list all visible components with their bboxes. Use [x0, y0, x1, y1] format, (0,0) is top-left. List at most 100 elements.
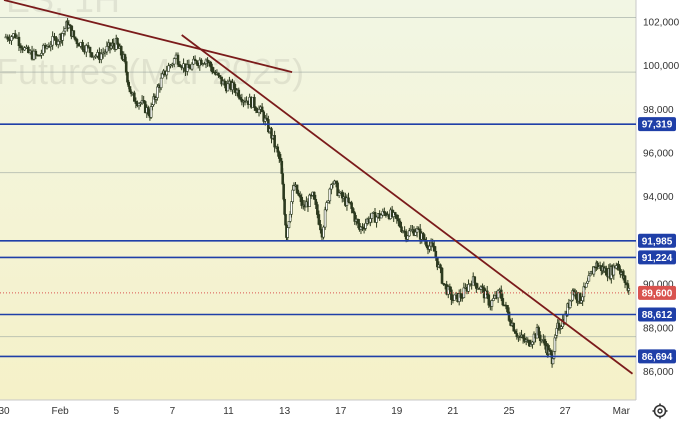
candle-body [319, 224, 322, 231]
price-tick-label: 86,000 [643, 367, 674, 378]
candle-body [192, 58, 195, 65]
candle-body [432, 245, 436, 252]
time-axis-background [0, 400, 680, 422]
candle-body [262, 111, 266, 122]
plot-background [0, 0, 636, 400]
candle-body [512, 322, 516, 332]
candle-body [581, 296, 584, 302]
candle-body [260, 106, 264, 113]
candle-body [586, 280, 589, 284]
candle-body [187, 64, 191, 69]
candle-body [277, 151, 281, 159]
time-tick-label: 7 [170, 406, 176, 417]
candle-body [330, 184, 333, 190]
time-tick-label: 5 [113, 406, 119, 417]
candle-body [369, 218, 372, 223]
candle-body [300, 196, 304, 206]
candle-body [217, 72, 220, 76]
time-tick-label: 17 [335, 406, 347, 417]
candle-body [587, 275, 591, 282]
candle-body [287, 221, 291, 228]
level-badge-label: 91,985 [642, 236, 673, 247]
candle-body [490, 300, 494, 307]
candle-body [316, 204, 319, 215]
trendline[interactable] [181, 34, 634, 375]
candle-body [356, 218, 360, 224]
candle-body [85, 45, 88, 53]
candle-body [395, 214, 399, 220]
candle-body [400, 226, 403, 232]
candle-body [149, 106, 153, 118]
trendline[interactable] [3, 0, 293, 74]
candle-body [10, 36, 13, 41]
level-badge [638, 307, 676, 322]
candle-body [431, 242, 434, 247]
candle-body [273, 135, 276, 148]
candle-body [73, 36, 77, 40]
candle-body [283, 198, 286, 215]
candle-body [537, 327, 540, 336]
candle-body [172, 58, 176, 65]
candle-body [75, 39, 79, 45]
candle-body [101, 52, 105, 55]
candle-body [506, 305, 509, 313]
candle-body [496, 289, 500, 299]
candle-body [383, 210, 386, 214]
level-badge-label: 86,694 [642, 352, 673, 363]
candle-body [393, 212, 397, 216]
watermark-symbol: ES, 1H [6, 0, 120, 20]
candle-body [328, 188, 332, 202]
candle-body [237, 89, 241, 98]
candle-body [531, 341, 534, 345]
candle-body [322, 226, 325, 238]
candle-body [220, 76, 223, 85]
time-axis-labels: 30 Feb 5 7 11 13 17 19 21 25 27 Mar [0, 406, 631, 417]
candle-body [398, 220, 402, 228]
candle-body [314, 198, 318, 205]
candle-body [290, 201, 293, 215]
candle-body [298, 194, 302, 198]
candle-body [334, 180, 338, 184]
candle-body [295, 184, 299, 194]
time-tick-label: 25 [503, 406, 515, 417]
candle-body [415, 228, 419, 233]
candle-body [49, 44, 53, 47]
candle-body [467, 284, 470, 292]
candle-body [481, 286, 484, 288]
candle-body [406, 235, 410, 240]
price-tick-label: 96,000 [643, 149, 674, 160]
time-tick-label: 19 [391, 406, 403, 417]
candle-body [404, 231, 408, 240]
candle-body [282, 183, 285, 200]
candle-body [462, 287, 466, 298]
candle-body [538, 334, 542, 342]
candle-body [475, 282, 478, 289]
candle-body [63, 28, 67, 32]
candle-body [492, 298, 495, 301]
candle-body [284, 214, 287, 226]
candle-body [47, 46, 51, 48]
watermark-contract: Futures (Mar 2025) [0, 51, 304, 92]
candle-body [428, 245, 431, 250]
candle-body [19, 45, 23, 49]
price-tick-label: 94,000 [643, 192, 674, 203]
level-badge [638, 250, 676, 265]
time-tick-label: Feb [52, 406, 70, 417]
candle-body [105, 46, 109, 53]
candle-body [473, 276, 477, 284]
candle-body [340, 191, 344, 199]
settings-gear-icon[interactable] [652, 403, 668, 419]
candle-body [440, 267, 444, 284]
candle-body [361, 226, 364, 229]
candle-body [370, 212, 374, 219]
candle-body [123, 54, 127, 62]
candles-layer [4, 18, 631, 368]
candle-body [62, 30, 66, 34]
trendlines-layer[interactable] [3, 0, 634, 375]
candle-body [353, 212, 357, 222]
time-tick-label: 21 [447, 406, 459, 417]
candle-body [265, 117, 269, 120]
price-axis-background [636, 0, 680, 400]
